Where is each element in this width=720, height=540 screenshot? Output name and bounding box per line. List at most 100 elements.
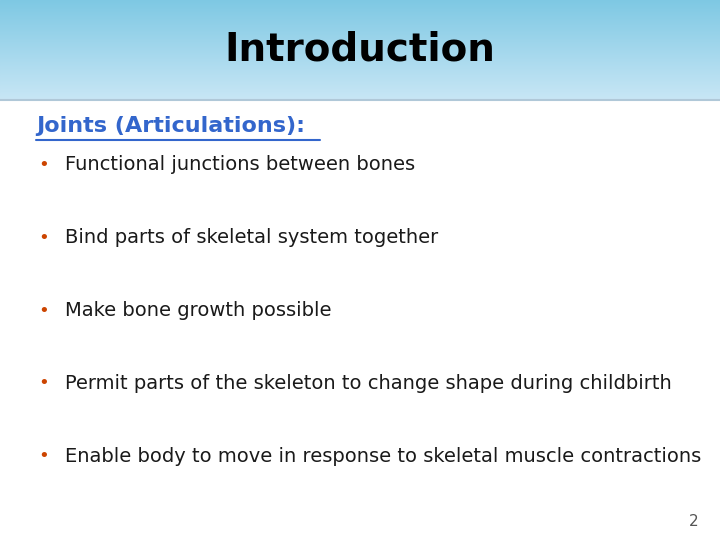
Bar [0, 16, 720, 17]
Bar [0, 87, 720, 88]
Bar [0, 75, 720, 76]
Bar [0, 98, 720, 99]
Bar [0, 67, 720, 68]
Bar [0, 85, 720, 86]
Bar [0, 73, 720, 74]
Bar [0, 15, 720, 16]
Bar [0, 17, 720, 18]
Bar [0, 70, 720, 71]
Bar [0, 20, 720, 21]
Bar [0, 63, 720, 64]
Bar [0, 62, 720, 63]
Bar [0, 74, 720, 75]
Bar [0, 4, 720, 5]
Text: Enable body to move in response to skeletal muscle contractions: Enable body to move in response to skele… [65, 447, 701, 466]
Bar [0, 31, 720, 32]
Bar [0, 3, 720, 4]
Bar [0, 78, 720, 79]
Bar [0, 46, 720, 47]
Text: Make bone growth possible: Make bone growth possible [65, 301, 331, 320]
Bar [0, 65, 720, 66]
Bar [0, 56, 720, 57]
Bar [0, 88, 720, 89]
Bar [0, 80, 720, 81]
Bar [0, 71, 720, 72]
Bar [0, 83, 720, 84]
Bar [0, 27, 720, 28]
Bar [0, 36, 720, 37]
Bar [0, 13, 720, 14]
Bar [0, 8, 720, 9]
Bar [0, 94, 720, 95]
Text: 2: 2 [689, 514, 698, 529]
Bar [0, 42, 720, 43]
Bar [0, 99, 720, 100]
Bar [0, 77, 720, 78]
Bar [0, 41, 720, 42]
Bar [0, 95, 720, 96]
Bar [0, 47, 720, 48]
Bar [0, 52, 720, 53]
Bar [0, 26, 720, 27]
Bar [0, 86, 720, 87]
Bar [0, 1, 720, 2]
Bar [0, 22, 720, 23]
Bar [0, 58, 720, 59]
Bar [0, 89, 720, 90]
Bar [0, 91, 720, 92]
Text: Permit parts of the skeleton to change shape during childbirth: Permit parts of the skeleton to change s… [65, 374, 672, 393]
Bar [0, 79, 720, 80]
Text: Bind parts of skeletal system together: Bind parts of skeletal system together [65, 228, 438, 247]
Bar [0, 32, 720, 33]
Bar [0, 2, 720, 3]
Text: Joints (Articulations):: Joints (Articulations): [36, 116, 305, 136]
Bar [0, 34, 720, 35]
Text: •: • [38, 301, 48, 320]
Bar [0, 60, 720, 61]
Bar [0, 18, 720, 19]
Bar [0, 81, 720, 82]
Bar [0, 24, 720, 25]
Bar [0, 97, 720, 98]
Bar [0, 23, 720, 24]
Bar [0, 93, 720, 94]
Bar [0, 82, 720, 83]
Bar [0, 55, 720, 56]
Bar [0, 6, 720, 7]
Bar [0, 53, 720, 54]
Bar [0, 92, 720, 93]
Bar [0, 90, 720, 91]
Bar [0, 35, 720, 36]
Text: •: • [38, 374, 48, 393]
Bar [0, 61, 720, 62]
Bar [0, 76, 720, 77]
Bar [0, 11, 720, 12]
Bar [0, 64, 720, 65]
Bar [0, 12, 720, 13]
Bar [0, 38, 720, 39]
Text: •: • [38, 447, 48, 465]
Bar [0, 84, 720, 85]
Bar [0, 30, 720, 31]
Bar [0, 7, 720, 8]
Text: Introduction: Introduction [225, 31, 495, 69]
Bar [0, 0, 720, 1]
Bar [0, 9, 720, 10]
Bar [0, 68, 720, 69]
Text: •: • [38, 156, 48, 174]
Bar [0, 10, 720, 11]
Bar [0, 43, 720, 44]
Bar [0, 96, 720, 97]
Bar [0, 14, 720, 15]
Bar [0, 66, 720, 67]
Bar [0, 100, 720, 540]
Text: Functional junctions between bones: Functional junctions between bones [65, 155, 415, 174]
Bar [0, 5, 720, 6]
Bar [0, 54, 720, 55]
Bar [0, 40, 720, 41]
Bar [0, 44, 720, 45]
Bar [0, 28, 720, 29]
Text: •: • [38, 228, 48, 247]
Bar [0, 37, 720, 38]
Bar [0, 50, 720, 51]
